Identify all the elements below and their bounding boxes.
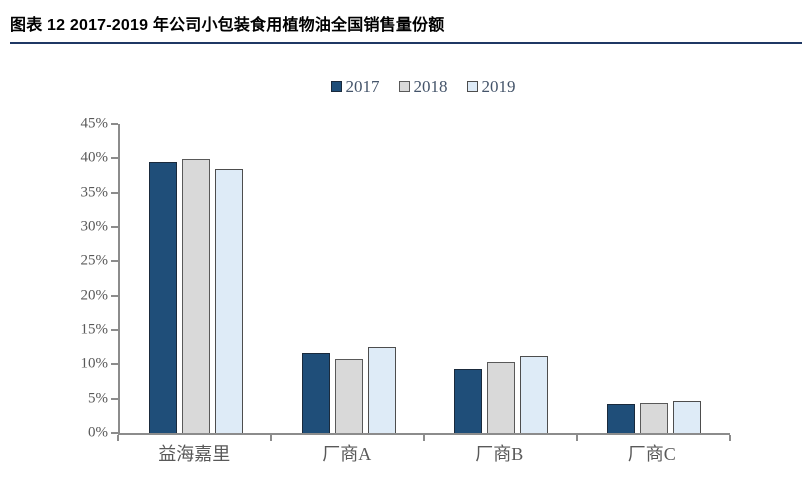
legend-swatch-icon <box>466 80 478 92</box>
legend-item-2019: 2019 <box>466 76 516 96</box>
x-axis-ticks <box>117 435 731 441</box>
bar-group-厂商A <box>273 124 426 433</box>
y-tick-label: 20% <box>80 287 109 304</box>
legend-item-2018: 2018 <box>398 76 448 96</box>
y-tick-mark <box>111 432 118 434</box>
y-tick-mark <box>111 226 118 228</box>
bar-益海嘉里-2018 <box>182 159 211 433</box>
y-tick-mark <box>111 294 118 297</box>
y-axis-ticks <box>111 123 118 434</box>
bar-益海嘉里-2019 <box>215 168 244 433</box>
y-tick-label: 25% <box>80 252 109 269</box>
x-tick-mark <box>117 435 119 441</box>
legend-item-2017: 2017 <box>330 76 380 96</box>
chart-legend: 2017 2018 2019 <box>118 76 728 96</box>
bar-厂商B-2018 <box>487 362 516 433</box>
bar-厂商B-2019 <box>520 356 549 433</box>
y-tick-label: 15% <box>80 321 109 338</box>
legend-label: 2018 <box>413 76 448 96</box>
category-label: 益海嘉里 <box>158 444 231 464</box>
chart-title: 图表 12 2017-2019 年公司小包装食用植物油全国销售量份额 <box>10 17 445 34</box>
bar-厂商A-2018 <box>334 358 363 433</box>
bar-group-益海嘉里 <box>120 124 273 433</box>
legend-swatch-icon <box>330 80 342 92</box>
x-tick-mark <box>576 435 578 441</box>
bar-厂商C-2018 <box>639 403 668 433</box>
bar-厂商A-2017 <box>301 352 330 433</box>
legend-label: 2019 <box>481 76 516 96</box>
x-tick-mark <box>729 435 731 441</box>
category-label: 厂商A <box>322 444 372 464</box>
y-tick-label: 45% <box>80 115 109 132</box>
x-axis-labels: 益海嘉里 厂商A 厂商B 厂商C <box>118 444 728 466</box>
y-tick-label: 5% <box>88 390 108 407</box>
bar-厂商B-2017 <box>454 369 483 433</box>
bar-group-厂商C <box>578 124 731 433</box>
y-tick-label: 0% <box>88 424 108 441</box>
y-tick-mark <box>111 329 118 331</box>
x-tick-mark <box>270 435 272 441</box>
bar-厂商C-2017 <box>606 404 635 433</box>
y-tick-label: 40% <box>80 149 109 166</box>
legend-label: 2017 <box>345 76 380 96</box>
y-tick-label: 30% <box>80 218 109 235</box>
bar-益海嘉里-2017 <box>149 161 178 433</box>
y-tick-mark <box>111 157 118 160</box>
y-tick-mark <box>111 363 118 366</box>
y-tick-mark <box>111 260 118 263</box>
title-underline-rule <box>10 42 802 44</box>
y-axis-labels: 0% 5% 10% 15% 20% 25% 30% 35% 40% 45% <box>28 116 109 440</box>
y-tick-mark <box>111 123 118 125</box>
x-tick-mark <box>423 435 425 441</box>
y-tick-mark <box>111 191 118 194</box>
category-label: 厂商B <box>475 444 524 464</box>
bar-厂商A-2019 <box>367 347 396 433</box>
legend-swatch-icon <box>398 80 410 92</box>
plot-area <box>118 124 730 435</box>
y-tick-label: 10% <box>80 355 109 372</box>
bar-厂商C-2019 <box>672 400 701 433</box>
y-tick-mark <box>111 397 118 400</box>
category-label: 厂商C <box>627 444 676 464</box>
bar-group-厂商B <box>425 124 578 433</box>
y-tick-label: 35% <box>80 184 109 201</box>
